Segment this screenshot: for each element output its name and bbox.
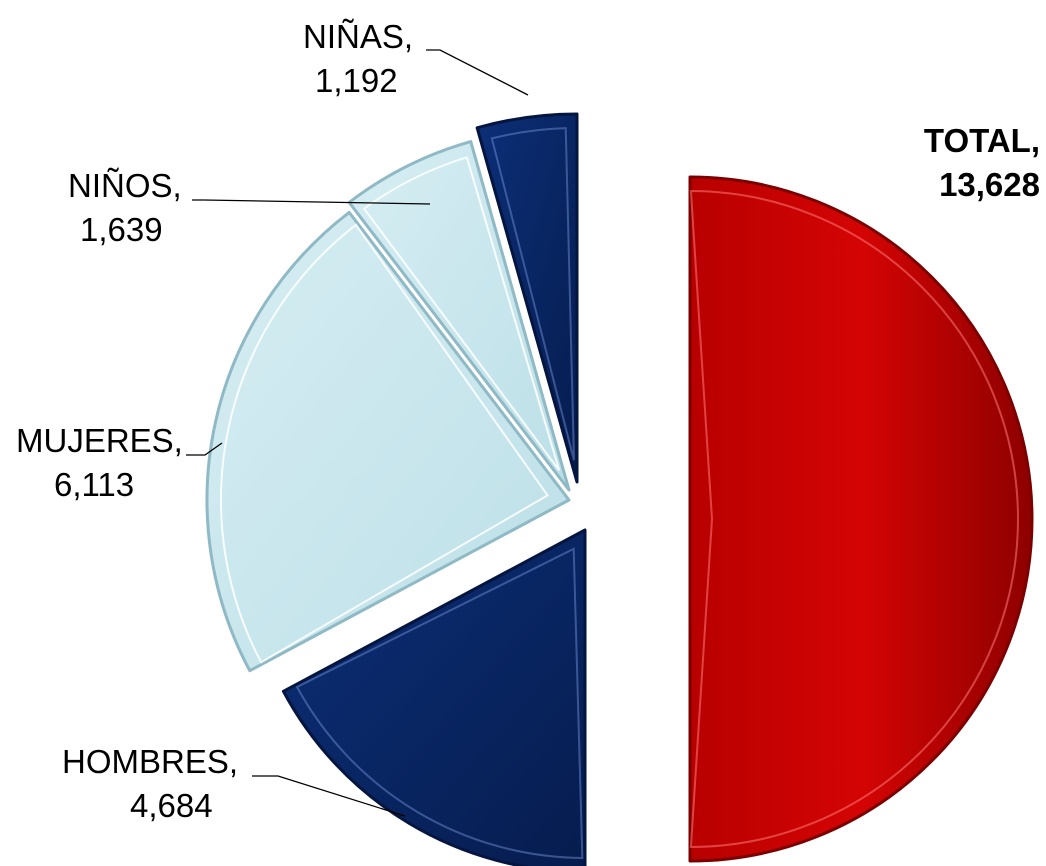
slice-label-name: NIÑAS, — [303, 18, 413, 55]
pie-slice-bevel — [220, 223, 549, 664]
leader-line — [426, 49, 529, 96]
slice-label-name: TOTAL, — [924, 122, 1040, 159]
pie-slice-bevel — [490, 127, 575, 461]
pie-slice-total — [688, 175, 1034, 863]
pie-slice-hombres — [281, 528, 587, 866]
pie-slice-mujeres — [205, 210, 571, 673]
pie-slice-ninas — [475, 112, 579, 484]
pie-labels: TOTAL, 13,628 HOMBRES, 4,684 MUJERES, 6,113 NI… — [16, 18, 1040, 824]
pie-slice-bevel — [689, 189, 1020, 849]
pie-slice-bevel — [295, 547, 584, 859]
leader-line — [192, 199, 431, 205]
slice-label-name: HOMBRES, — [62, 743, 238, 780]
slice-label-value: 1,192 — [315, 62, 398, 99]
slice-label-name: MUJERES, — [16, 422, 183, 459]
slice-label-value: 4,684 — [130, 787, 213, 824]
slice-label-value: 13,628 — [939, 166, 1040, 203]
slice-label-name: NIÑOS, — [68, 167, 182, 204]
leader-line — [252, 775, 406, 817]
leader-line — [186, 442, 223, 456]
slice-label-value: 1,639 — [80, 211, 163, 248]
slice-label-value: 6,113 — [54, 466, 134, 503]
pie-slice-bevel — [362, 156, 561, 471]
pie-slice-ninos — [347, 140, 571, 492]
pie-slices — [205, 112, 1034, 866]
